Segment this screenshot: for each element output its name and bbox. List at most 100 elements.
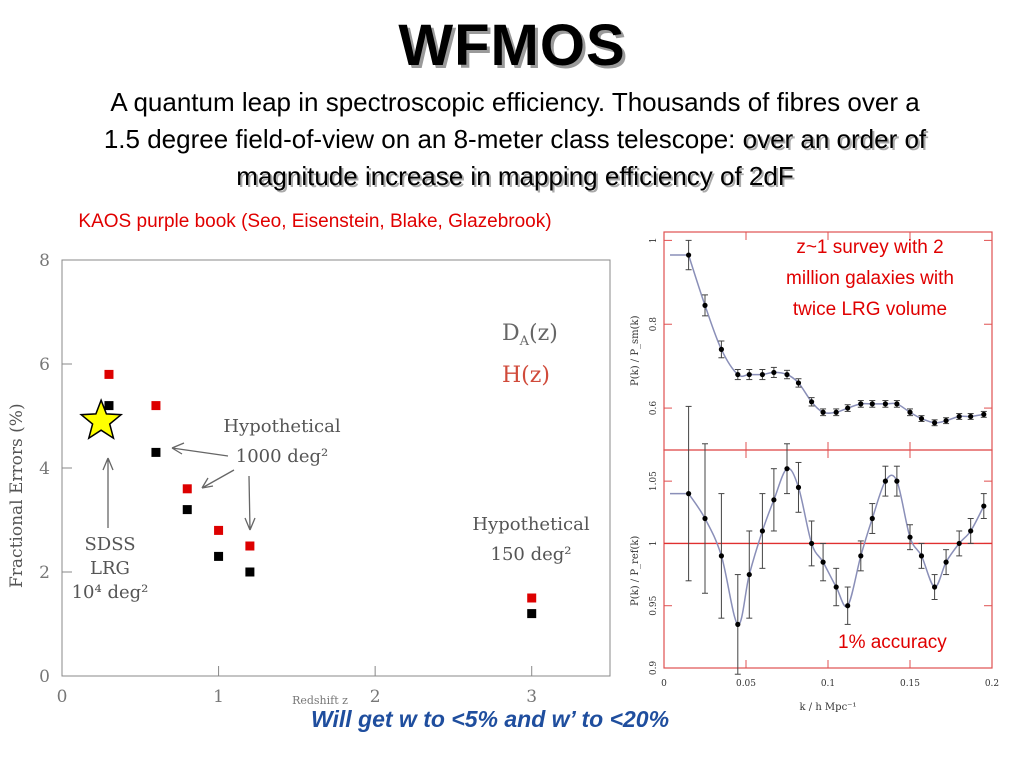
lower-data-point — [735, 621, 741, 627]
annot-sdss-line3: 10⁴ deg² — [72, 582, 149, 603]
hz-point — [245, 541, 255, 551]
left-y-tick-label: 8 — [39, 251, 50, 271]
left-y-axis-label: Fractional Errors (%) — [7, 403, 27, 588]
left-y-tick-label: 6 — [39, 355, 50, 375]
right-x-tick-label: 0.15 — [900, 679, 920, 689]
upper-data-point — [735, 371, 741, 378]
upper-data-point — [746, 371, 752, 378]
lower-y-axis-label: P(k) / P_ref(k) — [630, 536, 641, 606]
left-x-tick-label: 0 — [57, 687, 68, 707]
upper-data-point — [894, 401, 900, 407]
annot-hyp150-line2: 150 deg² — [491, 544, 572, 565]
hz-point — [527, 593, 537, 603]
annot-hyp1000-line2: 1000 deg² — [236, 446, 328, 467]
power-spectrum-chart: 0.6 0.8 1 0.9 0.95 1 1.05 0 0.05 0.1 0.15 0.2 P(k) … — [630, 231, 999, 713]
lower-data-point — [784, 466, 790, 472]
left-plot-points — [104, 369, 537, 619]
slide-title: WFMOS — [398, 13, 626, 78]
hz-point — [151, 401, 161, 411]
upper-data-point — [858, 401, 864, 407]
annot-sdss-line1: SDSS — [84, 534, 135, 555]
upper-data-point — [907, 409, 913, 415]
lower-data-point — [746, 571, 752, 578]
left-x-tick-label: 1 — [213, 687, 224, 707]
lower-data-point — [771, 497, 777, 503]
left-x-tick-label: 2 — [370, 687, 381, 707]
upper-data-point — [718, 346, 724, 352]
bottom-line: Will get w to <5% and w’ to <20% — [310, 706, 670, 732]
da-point — [527, 609, 537, 619]
upper-y-tick-label: 0.6 — [649, 401, 659, 416]
lower-data-point — [858, 553, 864, 559]
upper-panel-data — [670, 239, 987, 427]
upper-data-point — [932, 420, 938, 426]
upper-data-point — [809, 399, 815, 405]
lower-data-point — [686, 491, 692, 497]
upper-data-point — [956, 413, 962, 420]
lower-panel-data — [664, 405, 992, 675]
hz-point — [182, 484, 192, 494]
upper-data-point — [845, 405, 851, 411]
annotation-arrows — [102, 442, 256, 531]
upper-data-point — [882, 401, 888, 407]
upper-data-point — [918, 415, 925, 422]
annot-hyp1000-line1: Hypothetical — [223, 416, 341, 437]
lower-data-point — [845, 603, 851, 609]
lower-data-point — [981, 503, 987, 509]
caption-survey: z~1 survey with 2 million galaxies with … — [786, 237, 954, 320]
right-x-tick-label: 0.05 — [736, 679, 756, 689]
upper-data-point — [771, 369, 777, 376]
upper-data-point — [795, 380, 802, 386]
right-x-axis-label: k / h Mpc⁻¹ — [800, 702, 857, 713]
lower-y-tick-label: 0.9 — [649, 661, 659, 676]
upper-data-point — [981, 411, 987, 417]
star-icon — [79, 398, 124, 440]
legend-da: DA(z) — [502, 321, 558, 349]
lower-y-tick-label: 1 — [649, 541, 659, 547]
right-plot-ticks: 0.6 0.8 1 0.9 0.95 1 1.05 0 0.05 0.1 0.15 0.2 — [649, 232, 999, 689]
left-x-axis-label: Redshift z — [292, 694, 348, 707]
upper-data-point — [784, 371, 790, 378]
left-y-tick-label: 4 — [39, 459, 50, 479]
upper-data-point — [820, 409, 826, 415]
arrow-to-08 — [201, 469, 235, 489]
da-point — [104, 401, 114, 411]
intro-highlight: over an order of magnitude increase in m… — [236, 124, 927, 191]
lower-data-point — [932, 584, 938, 590]
arrow-to-star — [102, 457, 114, 528]
lower-data-point — [956, 540, 962, 547]
upper-data-point — [833, 409, 839, 415]
lower-data-point — [759, 528, 765, 534]
lower-data-point — [820, 559, 826, 565]
upper-data-point — [759, 371, 765, 378]
da-point — [182, 505, 192, 515]
annot-hyp150-line1: Hypothetical — [472, 514, 590, 535]
hz-point — [214, 525, 224, 535]
lower-data-point — [809, 540, 815, 547]
right-x-tick-label: 0.2 — [985, 679, 999, 689]
fractional-errors-chart: 0 1 2 3 0 2 4 6 8 Fractional Errors (%) Redshift… — [7, 251, 611, 707]
lower-data-point — [795, 484, 802, 490]
upper-y-tick-label: 0.8 — [649, 317, 659, 332]
arrow-to-12 — [244, 475, 256, 531]
left-plot-ticks: 0 1 2 3 0 2 4 6 8 — [39, 251, 537, 707]
lower-data-point — [918, 553, 925, 559]
upper-data-point — [968, 413, 974, 420]
left-x-tick-label: 3 — [526, 687, 537, 707]
left-y-tick-label: 0 — [39, 667, 50, 687]
upper-data-point — [869, 401, 875, 407]
da-point — [245, 567, 255, 577]
upper-y-axis-label: P(k) / P_sm(k) — [630, 315, 641, 386]
accuracy-label: 1% accuracy — [838, 632, 947, 653]
lower-y-tick-label: 1.05 — [649, 471, 659, 491]
lower-data-point — [943, 559, 949, 565]
right-x-tick-label: 0.1 — [821, 679, 835, 689]
arrow-to-06 — [171, 442, 229, 457]
lower-model-curve — [670, 467, 985, 626]
da-point — [214, 551, 224, 561]
intro-plain: A quantum leap in spectroscopic efficien… — [103, 87, 920, 154]
annot-sdss-line2: LRG — [90, 558, 130, 579]
lower-data-point — [968, 528, 974, 534]
da-point — [151, 447, 161, 457]
lower-data-point — [702, 515, 708, 522]
